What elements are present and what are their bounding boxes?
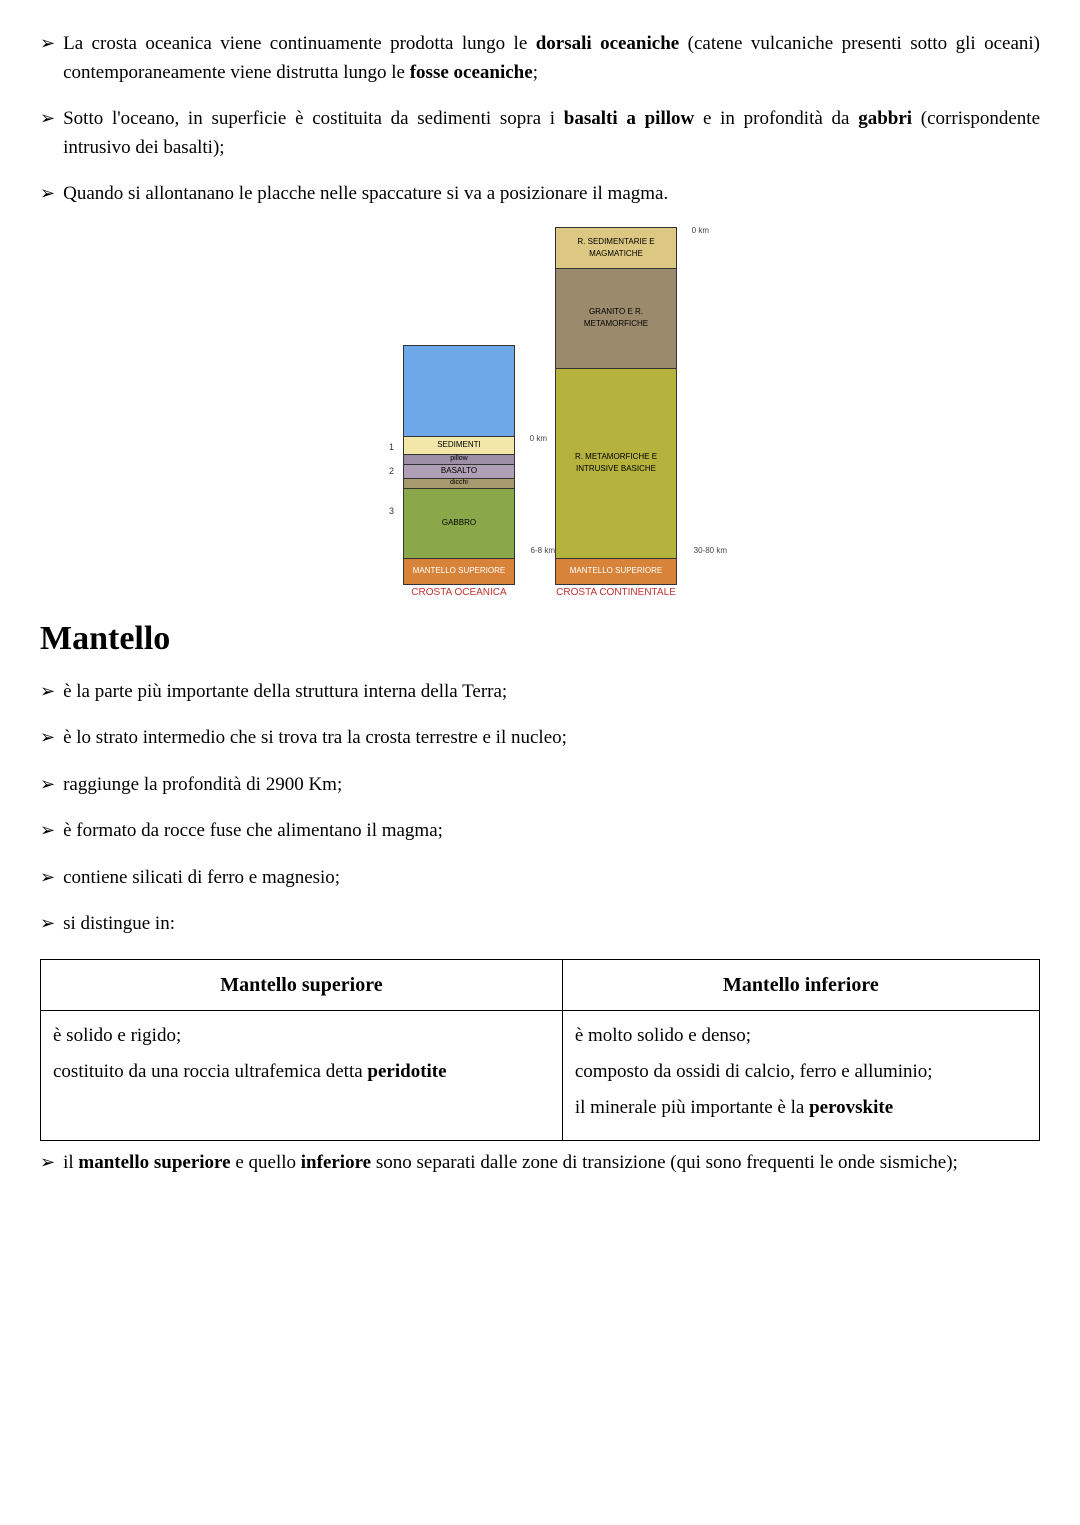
row-number: 2	[389, 465, 394, 479]
bullet-marker-icon: ➢	[40, 105, 55, 162]
bullet-item: ➢ Quando si allontanano le placche nelle…	[40, 180, 1040, 209]
bullet-marker-icon: ➢	[40, 724, 55, 753]
layer-water	[404, 346, 514, 436]
depth-label: 0 km	[530, 433, 547, 445]
bullet-item: ➢ Sotto l'oceano, in superficie è costit…	[40, 105, 1040, 162]
bullet-marker-icon: ➢	[40, 1149, 55, 1178]
layer-mantello: MANTELLO SUPERIORE	[404, 558, 514, 584]
bullet-item: ➢ contiene silicati di ferro e magnesio;	[40, 864, 1040, 893]
column-caption: CROSTA CONTINENTALE	[555, 587, 677, 599]
bullet-item: ➢ è la parte più importante della struttu…	[40, 678, 1040, 707]
bullet-marker-icon: ➢	[40, 30, 55, 87]
bullet-text: contiene silicati di ferro e magnesio;	[63, 864, 1040, 893]
bullet-item: ➢ è lo strato intermedio che si trova tra…	[40, 724, 1040, 753]
oceanic-layers: SEDIMENTI pillow BASALTO dicchi GABBRO M…	[403, 345, 515, 585]
bullet-text: è formato da rocce fuse che alimentano i…	[63, 817, 1040, 846]
layer-dicchi: dicchi	[404, 478, 514, 488]
bullet-text: Sotto l'oceano, in superficie è costitui…	[63, 105, 1040, 162]
bottom-bullet-list: ➢ il mantello superiore e quello inferio…	[40, 1149, 1040, 1178]
bullet-text: si distingue in:	[63, 910, 1040, 939]
bullet-marker-icon: ➢	[40, 864, 55, 893]
bullet-item: ➢ raggiunge la profondità di 2900 Km;	[40, 771, 1040, 800]
mantle-comparison-table: Mantello superiore Mantello inferiore è …	[40, 959, 1040, 1141]
bullet-text: il mantello superiore e quello inferiore…	[63, 1149, 1040, 1178]
section-title-mantello: Mantello	[40, 613, 1040, 664]
layer-sedimentarie: R. SEDIMENTARIE E MAGMATICHE	[556, 228, 676, 268]
layer-pillow: pillow	[404, 454, 514, 464]
table-header-left: Mantello superiore	[41, 959, 563, 1010]
layer-sedimenti: SEDIMENTI	[404, 436, 514, 454]
bullet-marker-icon: ➢	[40, 910, 55, 939]
bullet-marker-icon: ➢	[40, 678, 55, 707]
column-caption: CROSTA OCEANICA	[403, 587, 515, 599]
layer-granito: GRANITO E R. METAMORFICHE	[556, 268, 676, 368]
table-cell-left: è solido e rigido; costituito da una roc…	[41, 1010, 563, 1140]
table-header-right: Mantello inferiore	[562, 959, 1039, 1010]
row-number: 3	[389, 505, 394, 519]
crust-diagram: 0 km 6-8 km 1 2 3 SEDIMENTI pillow BASAL…	[40, 227, 1040, 599]
bullet-item: ➢ La crosta oceanica viene continuamente…	[40, 30, 1040, 87]
layer-basalto: BASALTO	[404, 464, 514, 478]
layer-mantello: MANTELLO SUPERIORE	[556, 558, 676, 584]
bullet-text: è la parte più importante della struttur…	[63, 678, 1040, 707]
depth-label: 30-80 km	[694, 545, 727, 557]
continental-layers: R. SEDIMENTARIE E MAGMATICHE GRANITO E R…	[555, 227, 677, 585]
depth-label: 0 km	[692, 225, 709, 237]
bullet-text: Quando si allontanano le placche nelle s…	[63, 180, 1040, 209]
bullet-item: ➢ il mantello superiore e quello inferio…	[40, 1149, 1040, 1178]
bullet-text: raggiunge la profondità di 2900 Km;	[63, 771, 1040, 800]
mantle-bullet-list: ➢ è la parte più importante della struttu…	[40, 678, 1040, 939]
oceanic-column: 0 km 6-8 km 1 2 3 SEDIMENTI pillow BASAL…	[403, 345, 515, 599]
continental-column: 0 km 30-80 km R. SEDIMENTARIE E MAGMATIC…	[555, 227, 677, 599]
bullet-marker-icon: ➢	[40, 771, 55, 800]
depth-label: 6-8 km	[531, 545, 555, 557]
bullet-text: è lo strato intermedio che si trova tra …	[63, 724, 1040, 753]
row-number: 1	[389, 441, 394, 455]
bullet-marker-icon: ➢	[40, 180, 55, 209]
layer-gabbro: GABBRO	[404, 488, 514, 558]
bullet-item: ➢ si distingue in:	[40, 910, 1040, 939]
bullet-text: La crosta oceanica viene continuamente p…	[63, 30, 1040, 87]
table-cell-right: è molto solido e denso; composto da ossi…	[562, 1010, 1039, 1140]
bullet-marker-icon: ➢	[40, 817, 55, 846]
layer-metamorfiche: R. METAMORFICHE E INTRUSIVE BASICHE	[556, 368, 676, 558]
bullet-item: ➢ è formato da rocce fuse che alimentano …	[40, 817, 1040, 846]
top-bullet-list: ➢ La crosta oceanica viene continuamente…	[40, 30, 1040, 209]
